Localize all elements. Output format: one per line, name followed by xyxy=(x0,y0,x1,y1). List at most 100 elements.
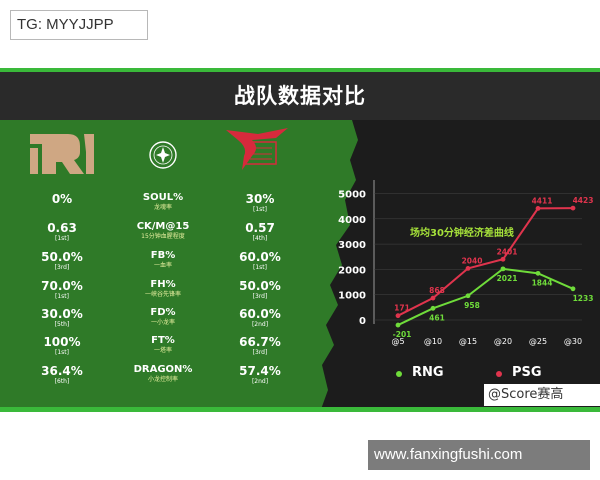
rng-metric-rank: [1st] xyxy=(55,349,69,356)
psg-metric-value: 60.0% xyxy=(239,250,281,264)
metric-subtitle: 龙魂率 xyxy=(153,204,172,211)
bottom-accent-line xyxy=(0,407,600,412)
psg-metric-value: 57.4% xyxy=(239,364,281,378)
data-label-psg: 4423 xyxy=(573,196,594,205)
psg-metric-value: 60.0% xyxy=(239,307,281,321)
data-label-psg: 4411 xyxy=(532,196,553,205)
chart-title: 场均30分钟经济差曲线 xyxy=(410,228,514,239)
rng-metric-cell: 0.63 [1st] xyxy=(22,221,102,243)
psg-metric-cell: 30% [1st] xyxy=(220,192,300,214)
rng-metric-rank: [5th] xyxy=(54,321,70,328)
metric-label-cell: FB% 一血率 xyxy=(118,250,208,270)
rng-metric-cell: 50.0% [3rd] xyxy=(22,250,102,272)
metric-subtitle: 小龙控制率 xyxy=(147,376,178,383)
data-point-rng xyxy=(465,293,471,299)
psg-metric-rank: [2nd] xyxy=(251,378,269,385)
rng-metric-value: 0.63 xyxy=(47,221,77,235)
gold-diff-line-chart: 0 1000 2000 3000 4000 5000 @5 @10 @15 @20 @25 @30 -2… xyxy=(338,180,594,346)
metric-label-cell: DRAGON% 小龙控制率 xyxy=(118,364,208,384)
rng-metric-rank: [1st] xyxy=(55,293,69,300)
data-label-psg: 2401 xyxy=(497,247,518,256)
rng-metric-cell: 36.4% [6th] xyxy=(22,364,102,386)
data-point-psg xyxy=(535,206,541,211)
metric-label-cell: FH% 一峡谷先锋率 xyxy=(118,279,208,299)
rng-metric-cell: 100% [1st] xyxy=(22,335,102,357)
y-tick-label: 3000 xyxy=(338,240,366,251)
metric-name: FH% xyxy=(150,279,176,290)
psg-metric-value: 50.0% xyxy=(239,279,281,293)
rng-metric-value: 50.0% xyxy=(41,250,83,264)
rng-metric-value: 36.4% xyxy=(41,364,83,378)
data-point-psg xyxy=(465,265,471,271)
psg-metric-rank: [3rd] xyxy=(252,293,268,300)
metric-name: SOUL% xyxy=(142,192,184,203)
x-tick-label: @5 xyxy=(391,337,404,346)
metric-name: FB% xyxy=(150,250,176,261)
psg-metric-cell: 60.0% [2nd] xyxy=(220,307,300,329)
series-line-rng xyxy=(397,267,574,326)
metric-name: DRAGON% xyxy=(133,364,193,375)
url-overlay: www.fanxingfushi.com xyxy=(368,440,590,470)
data-label-psg: 868 xyxy=(429,286,445,295)
data-label-psg: 171 xyxy=(394,304,410,313)
rng-metric-value: 100% xyxy=(43,335,81,349)
psg-metric-rank: [1st] xyxy=(253,264,267,271)
metric-label-cell: FD% 一小龙率 xyxy=(118,307,208,327)
psg-metric-cell: 50.0% [3rd] xyxy=(220,279,300,301)
psg-logo-icon xyxy=(226,128,288,170)
rng-metric-rank: [1st] xyxy=(55,235,69,242)
metric-label-cell: CK/M@15 15分钟血腥程度 xyxy=(118,221,208,241)
y-tick-label: 1000 xyxy=(338,291,366,302)
graphic-title: 战队数据对比 xyxy=(234,84,366,108)
metric-name: FD% xyxy=(150,307,176,318)
rng-metric-cell: 70.0% [1st] xyxy=(22,279,102,301)
legend-dot-psg xyxy=(496,371,502,377)
data-point-psg xyxy=(570,205,576,211)
data-label-rng: 1233 xyxy=(573,294,594,303)
rng-metric-cell: 0% xyxy=(22,192,102,206)
weibo-watermark: @Score赛高 xyxy=(484,384,600,406)
metric-name: CK/M@15 xyxy=(136,221,190,232)
y-tick-label: 2000 xyxy=(338,265,366,276)
series-line-psg xyxy=(397,207,574,317)
x-tick-label: @20 xyxy=(494,337,512,346)
data-label-rng: 2021 xyxy=(497,274,518,283)
metric-label-cell: SOUL% 龙魂率 xyxy=(118,192,208,212)
data-point-psg xyxy=(500,256,506,262)
metric-subtitle: 15分钟血腥程度 xyxy=(141,233,185,240)
metric-label-cell: FT% 一塔率 xyxy=(118,335,208,355)
data-point-rng xyxy=(500,266,506,272)
x-tick-label: @25 xyxy=(529,337,547,346)
psg-metric-cell: 66.7% [3rd] xyxy=(220,335,300,357)
rng-metric-value: 70.0% xyxy=(41,279,83,293)
header-bar xyxy=(0,72,600,120)
metric-subtitle: 一小龙率 xyxy=(150,319,175,326)
data-label-psg: 2040 xyxy=(462,256,483,265)
legend-label-psg: PSG xyxy=(512,365,542,380)
rng-metric-value: 0% xyxy=(51,192,73,206)
psg-metric-cell: 60.0% [1st] xyxy=(220,250,300,272)
y-tick-label: 0 xyxy=(359,316,366,327)
metric-name: FT% xyxy=(151,335,175,346)
psg-metric-value: 0.57 xyxy=(245,221,275,235)
data-point-psg xyxy=(430,295,436,301)
data-point-rng xyxy=(430,305,436,311)
legend-dot-rng xyxy=(396,371,402,377)
rng-metric-cell: 30.0% [5th] xyxy=(22,307,102,329)
data-label-rng: 958 xyxy=(464,301,480,310)
psg-metric-cell: 0.57 [4th] xyxy=(220,221,300,243)
top-overlay-label: TG: MYYJJPP xyxy=(10,10,148,40)
rng-logo-icon xyxy=(30,134,94,174)
data-point-rng xyxy=(535,270,541,276)
dragon-emblem-icon xyxy=(149,141,177,169)
metric-subtitle: 一塔率 xyxy=(153,347,172,354)
psg-metric-rank: [4th] xyxy=(252,235,268,242)
x-tick-label: @30 xyxy=(564,337,582,346)
green-background xyxy=(0,120,358,412)
psg-metric-rank: [1st] xyxy=(253,206,267,213)
x-tick-label: @15 xyxy=(459,337,477,346)
data-label-rng: 461 xyxy=(429,313,445,322)
rng-metric-value: 30.0% xyxy=(41,307,83,321)
team-comparison-graphic: 战队数据对比 0% SOUL% 龙魂率 30% [1st] 0.63 [1st] CK/M@1… xyxy=(0,68,600,412)
rng-metric-rank: [6th] xyxy=(54,378,70,385)
